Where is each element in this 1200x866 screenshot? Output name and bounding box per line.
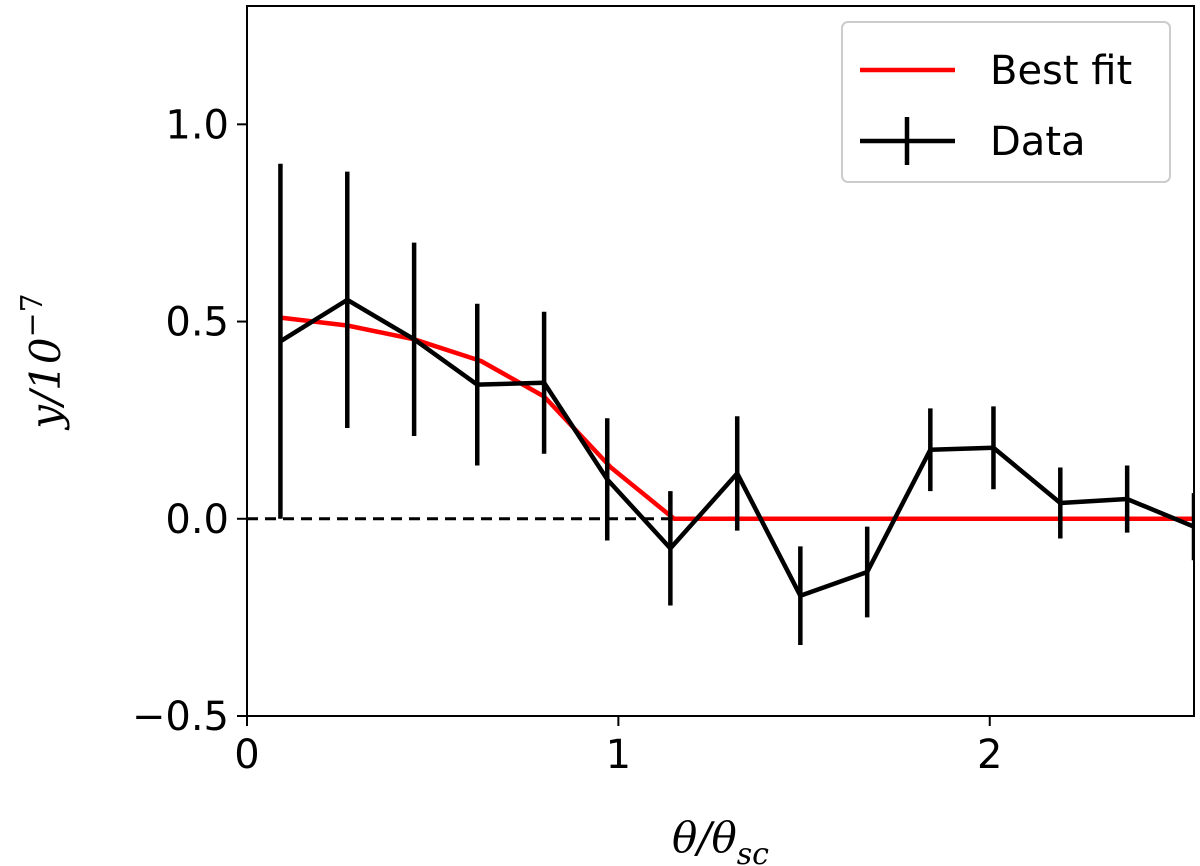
axes-frame	[246, 5, 1195, 717]
y-tick-label: 0.5	[165, 300, 229, 346]
y-axis-label-superscript: −7	[15, 293, 50, 337]
y-tick-label: −0.5	[132, 694, 229, 740]
y-tick-label: 1.0	[165, 102, 229, 148]
x-axis-label: θ/θsc	[672, 813, 769, 866]
legend-label-best-fit: Best fit	[990, 48, 1132, 94]
best-fit-line	[280, 315, 1194, 522]
x-axis-label-subscript: sc	[737, 837, 769, 866]
y-axis-label-main: y/10	[21, 337, 70, 430]
legend: Best fit Data	[841, 21, 1171, 183]
axes-layer: 0 1 2 −0.5 0.0 0.5 1.0	[132, 5, 1195, 778]
y-axis-label: y/10−7	[15, 293, 70, 431]
legend-label-data: Data	[990, 119, 1086, 165]
best-fit-layer	[280, 315, 1194, 522]
x-axis-label-main: θ/θ	[672, 813, 737, 862]
plot-area	[247, 163, 1194, 645]
x-tick-label: 1	[606, 732, 631, 778]
x-tick-label: 2	[977, 732, 1002, 778]
y-tick-label: 0.0	[165, 497, 229, 543]
axis-labels: θ/θsc y/10−7	[15, 293, 769, 866]
data-layer	[278, 163, 1194, 645]
x-tick-label: 0	[234, 732, 259, 778]
